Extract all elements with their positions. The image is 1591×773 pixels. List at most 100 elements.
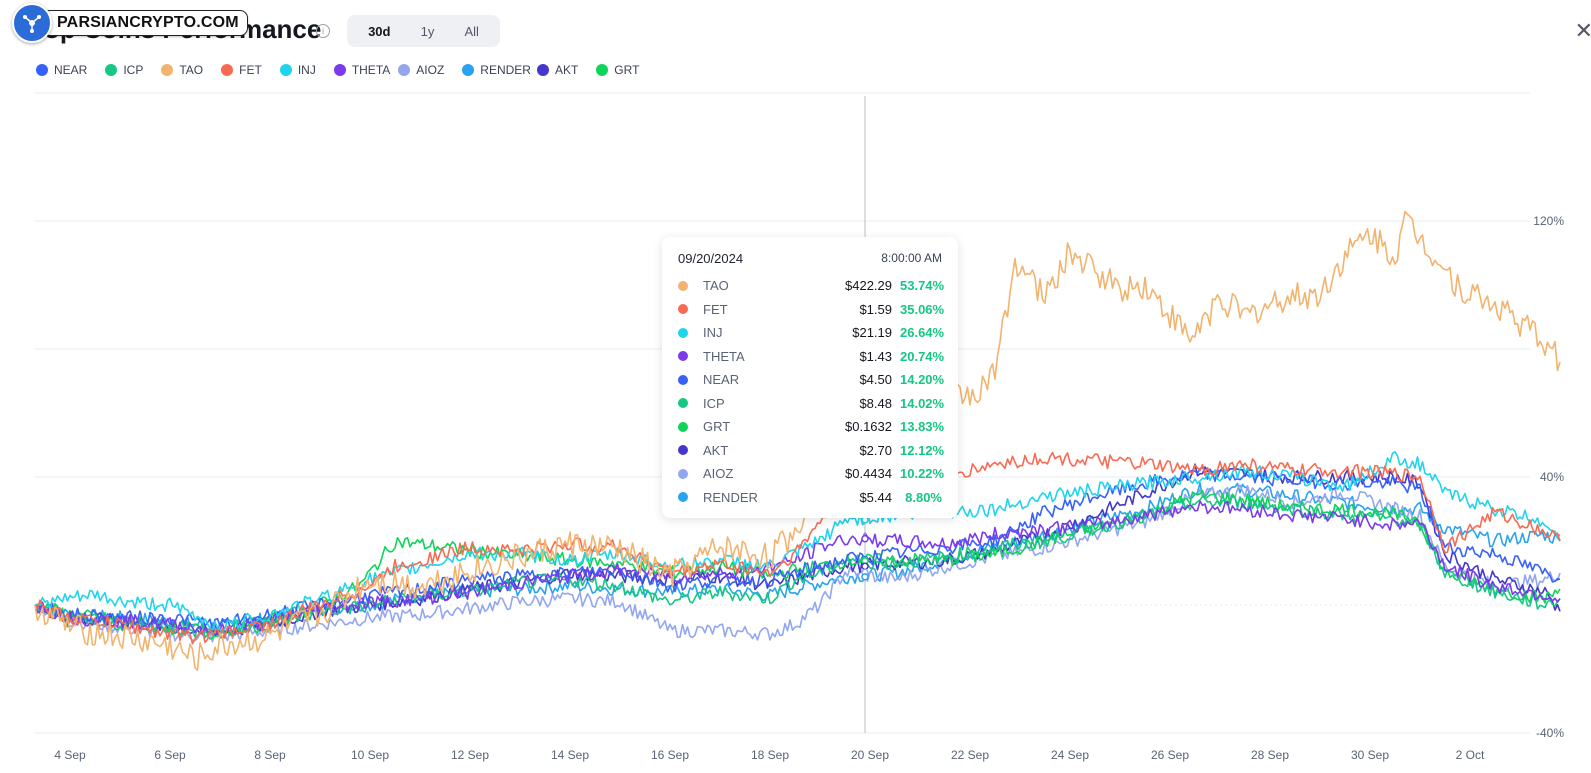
tooltip-row: GRT $0.1632 13.83%	[678, 415, 945, 439]
tooltip-dot	[678, 445, 688, 456]
tooltip-dot	[678, 304, 688, 315]
timeframe-tabs: 30d 1y All	[347, 15, 500, 47]
tooltip-row: FET $1.59 35.06%	[678, 298, 945, 322]
x-tick-label: 10 Sep	[351, 748, 389, 762]
x-tick-label: 18 Sep	[751, 748, 789, 762]
legend-item-near[interactable]: NEAR	[36, 63, 87, 77]
tooltip-dot	[678, 351, 688, 362]
y-tick-label: -40%	[1536, 726, 1564, 740]
legend-label: AKT	[554, 63, 579, 77]
legend-label: INJ	[297, 63, 316, 77]
tooltip-change: 20.74%	[900, 348, 945, 364]
tab-1y[interactable]: 1y	[420, 23, 435, 39]
legend-label: ICP	[123, 63, 144, 77]
x-tick-label: 6 Sep	[154, 748, 186, 762]
tooltip-coin-name: THETA	[703, 348, 745, 364]
tooltip-price: $8.48	[859, 395, 892, 411]
y-tick-label: 40%	[1540, 470, 1564, 484]
hover-point-theta	[861, 535, 869, 543]
tooltip-price: $2.70	[859, 442, 892, 458]
series-line-theta	[34, 500, 1561, 636]
legend-label: AIOZ	[416, 63, 445, 77]
tooltip-change: 53.74%	[900, 278, 945, 294]
tooltip-change: 35.06%	[900, 301, 945, 317]
close-icon[interactable]: ✕	[1574, 18, 1591, 43]
hover-point-akt	[861, 562, 869, 571]
legend-dot	[462, 64, 475, 76]
tooltip-coin-name: RENDER	[703, 489, 758, 505]
tooltip-price: $4.50	[859, 372, 892, 388]
tooltip-change: 14.20%	[900, 372, 945, 388]
hover-tooltip: 09/20/2024 8:00:00 AM TAO $422.29 53.74% FE…	[662, 237, 958, 518]
tooltip-change: 8.80%	[905, 489, 942, 505]
tooltip-change: 12.12%	[900, 442, 945, 458]
tooltip-row: AKT $2.70 12.12%	[678, 439, 945, 463]
tooltip-coin-name: AIOZ	[703, 466, 734, 482]
tooltip-dot	[678, 374, 688, 385]
legend-item-render[interactable]: RENDER	[462, 63, 531, 77]
x-tick-label: 14 Sep	[551, 748, 589, 762]
tooltip-price: $1.59	[859, 301, 892, 317]
watermark-text: PARSIANCRYPTO.COM	[42, 10, 248, 36]
tooltip-change: 14.02%	[900, 395, 945, 411]
tooltip-coin-name: NEAR	[703, 372, 740, 388]
legend-label: GRT	[614, 63, 640, 77]
x-tick-label: 16 Sep	[651, 748, 689, 762]
tooltip-price: $0.4434	[845, 466, 892, 482]
tooltip-price: $1.43	[859, 348, 892, 364]
x-tick-label: 30 Sep	[1351, 748, 1389, 762]
x-tick-label: 22 Sep	[951, 748, 989, 762]
tooltip-coin-name: INJ	[703, 325, 723, 341]
legend-item-inj[interactable]: INJ	[279, 63, 316, 77]
tooltip-coin-name: TAO	[703, 278, 729, 294]
tooltip-dot	[678, 280, 688, 291]
series-line-tao	[34, 210, 1561, 672]
legend-label: THETA	[351, 63, 391, 77]
tooltip-dot	[678, 421, 688, 432]
legend-item-fet[interactable]: FET	[221, 63, 262, 77]
tooltip-row: THETA $1.43 20.74%	[678, 345, 945, 369]
tooltip-price: $0.1632	[845, 419, 892, 435]
tooltip-coin-name: ICP	[703, 395, 725, 411]
x-tick-label: 24 Sep	[1051, 748, 1089, 762]
tooltip-dot	[678, 492, 688, 503]
y-tick-label: 120%	[1533, 214, 1564, 228]
legend-dot	[221, 64, 234, 76]
tooltip-row: ICP $8.48 14.02%	[678, 392, 945, 416]
tooltip-row: RENDER $5.44 8.80%	[678, 486, 942, 510]
legend-dot	[596, 64, 609, 76]
tooltip-coin-name: AKT	[703, 442, 729, 458]
tooltip-coin-name: GRT	[703, 419, 731, 435]
tooltip-change: 26.64%	[900, 325, 945, 341]
tooltip-row: NEAR $4.50 14.20%	[678, 368, 945, 392]
legend-item-tao[interactable]: TAO	[161, 63, 203, 77]
legend-dot	[333, 64, 346, 76]
legend-item-grt[interactable]: GRT	[596, 63, 639, 77]
chart-legend: NEAR ICP TAO FET INJ THETA AIOZ RENDER A…	[36, 63, 657, 77]
legend-item-akt[interactable]: AKT	[536, 63, 579, 77]
info-icon[interactable]: i	[316, 24, 330, 38]
tab-30d[interactable]: 30d	[368, 23, 391, 39]
legend-item-theta[interactable]: THETA	[333, 63, 391, 77]
legend-label: NEAR	[54, 63, 88, 77]
legend-item-icp[interactable]: ICP	[105, 63, 143, 77]
series-line-aioz	[34, 484, 1561, 643]
tooltip-coin-name: FET	[703, 301, 728, 317]
tooltip-dot	[678, 327, 688, 338]
tooltip-header: 09/20/2024 8:00:00 AM	[678, 251, 942, 266]
legend-item-aioz[interactable]: AIOZ	[398, 63, 444, 77]
tooltip-price: $422.29	[845, 278, 892, 294]
series-line-fet	[34, 451, 1561, 645]
legend-label: FET	[239, 63, 262, 77]
legend-dot	[536, 64, 549, 76]
legend-label: TAO	[179, 63, 204, 77]
legend-dot	[36, 64, 48, 76]
x-tick-label: 8 Sep	[254, 748, 286, 762]
x-tick-label: 4 Sep	[54, 748, 86, 762]
tab-all[interactable]: All	[464, 23, 479, 39]
legend-dot	[161, 64, 174, 76]
tooltip-change: 13.83%	[900, 419, 945, 435]
tooltip-date: 09/20/2024	[678, 251, 744, 266]
brand-logo-icon	[12, 3, 52, 43]
